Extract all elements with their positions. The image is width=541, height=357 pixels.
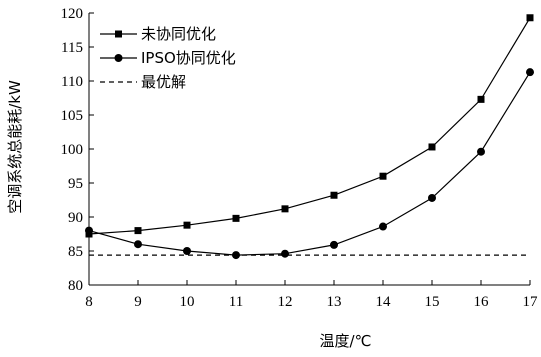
x-tick-label-13: 13 [327, 294, 342, 310]
series-1-point-11 [232, 214, 240, 222]
series-1-point-14 [379, 172, 387, 180]
x-tick-label-16: 16 [474, 294, 490, 310]
legend-marker-1 [115, 30, 122, 38]
series-2-point-8 [85, 226, 93, 235]
y-tick-label-85: 85 [68, 244, 83, 260]
x-tick-label-10: 10 [180, 294, 195, 310]
series-1 [85, 14, 534, 238]
y-tick-label-95: 95 [68, 176, 83, 192]
x-tick-label-8: 8 [85, 294, 93, 310]
series-1-point-17 [526, 14, 534, 22]
legend-label-2: IPSO协同优化 [141, 49, 236, 67]
x-tick-label-12: 12 [278, 294, 293, 310]
x-tick-label-9: 9 [134, 294, 142, 310]
chart-series [85, 14, 534, 260]
series-1-point-13 [330, 191, 338, 199]
series-2-point-14 [379, 222, 387, 231]
y-tick-label-105: 105 [61, 108, 84, 124]
legend-label-1: 未协同优化 [141, 25, 216, 43]
series-2-point-12 [281, 249, 289, 258]
series-2-line [88, 71, 531, 256]
legend-label-3: 最优解 [141, 73, 186, 91]
x-axis-title: 温度/℃ [320, 332, 372, 350]
y-tick-label-120: 120 [61, 6, 84, 22]
series-2-point-13 [330, 240, 338, 249]
series-1-point-10 [183, 221, 191, 229]
series-1-point-12 [281, 205, 289, 213]
series-2-point-16 [477, 147, 485, 156]
y-tick-label-115: 115 [61, 40, 83, 56]
series-2-point-17 [526, 68, 534, 77]
legend-marker-2 [114, 54, 123, 62]
series-1-line [88, 17, 531, 235]
series-1-point-9 [134, 227, 142, 235]
series-1-point-16 [477, 95, 485, 103]
x-tick-label-17: 17 [523, 294, 539, 310]
series-2-point-10 [183, 247, 191, 255]
series-1-point-15 [428, 143, 436, 151]
x-tick-label-14: 14 [376, 294, 392, 310]
series-2 [85, 68, 534, 260]
series-2-point-9 [134, 240, 142, 249]
y-tick-label-80: 80 [68, 278, 83, 294]
x-tick-label-15: 15 [425, 294, 440, 310]
series-2-point-15 [428, 193, 436, 202]
y-axis-title: 空调系统总能耗/kW [6, 80, 24, 214]
chart-axes: 80 85 90 95 100 105 110 115 120 8 9 10 11 12 13 14 15 16 1… [61, 6, 539, 310]
x-tick-label-11: 11 [229, 294, 243, 310]
y-tick-label-100: 100 [61, 142, 84, 158]
y-tick-label-110: 110 [61, 74, 83, 90]
y-tick-label-90: 90 [68, 210, 83, 226]
